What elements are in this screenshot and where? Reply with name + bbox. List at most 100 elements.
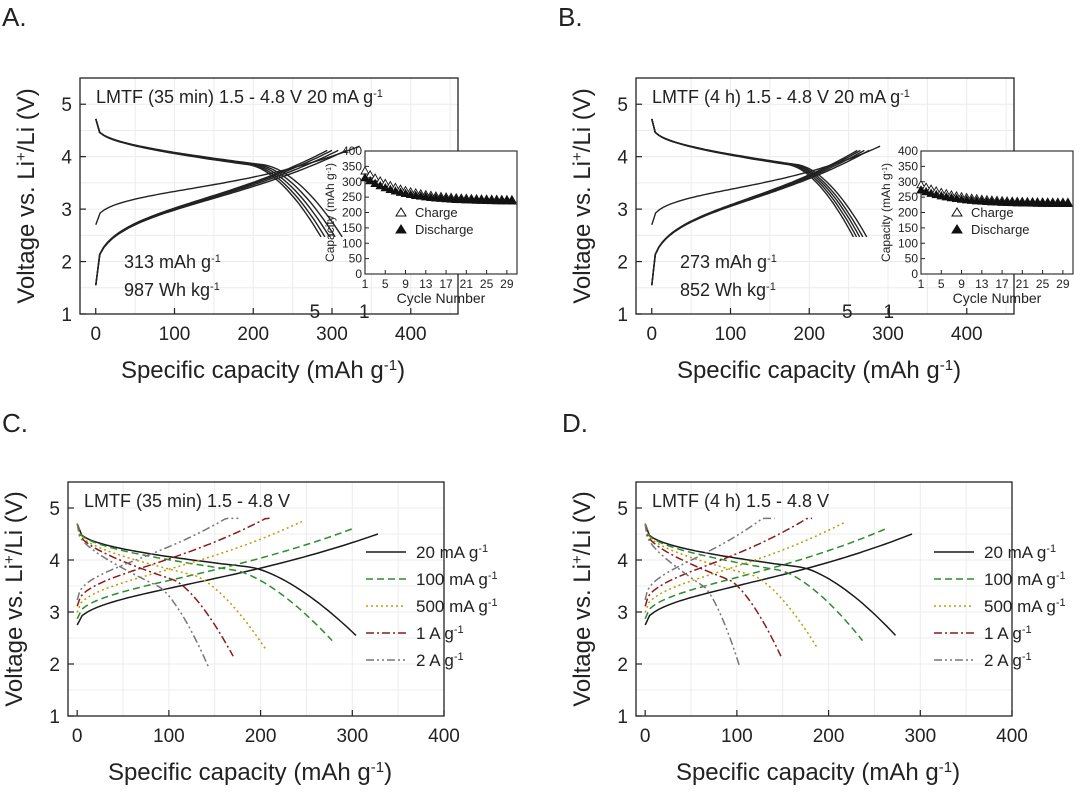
panel-b: B. 0 100 200 300 400 1 2 3 4 5 Specific capacity (m… [558, 2, 1074, 384]
panel-letter: D. [562, 408, 588, 438]
legend-label: 100 mA g-1 [416, 570, 498, 589]
series-0 [644, 523, 913, 636]
discharge-marker [941, 191, 952, 201]
x-tick-label: 0 [90, 324, 101, 345]
inset-y-axis-label-tail: ) [323, 163, 337, 167]
legend-label: 500 mA g-1 [984, 597, 1066, 616]
y-tick-label: 4 [49, 551, 60, 572]
legend-label: 20 mA g-1 [984, 543, 1056, 562]
inset-y-axis-label-sup: -1 [882, 167, 889, 173]
charge-curve [76, 533, 379, 626]
discharge-marker [395, 187, 406, 196]
legend-label-main: 2 A g [416, 651, 454, 670]
y-axis-label-main: Voltage vs. Li [569, 161, 596, 304]
x-tick-label: 300 [336, 726, 368, 747]
discharge-marker [360, 172, 370, 182]
x-tick-label: 400 [395, 324, 427, 345]
y-tick-label: 3 [49, 603, 60, 624]
energy-annotation-sup: -1 [210, 281, 220, 293]
legend-label-main: 500 mA g [984, 597, 1056, 616]
inset-x-tick-label: 5 [382, 277, 389, 291]
discharge-curve [76, 523, 234, 657]
legend-label-main: 1 A g [984, 624, 1022, 643]
plot-title-main: LMTF (35 min) 1.5 - 4.8 V [84, 491, 290, 511]
y-tick-label: 4 [617, 148, 628, 169]
charge-curve [651, 149, 858, 286]
y-tick-label: 1 [61, 305, 72, 326]
inset-y-tick-label: 150 [898, 221, 918, 235]
x-tick-label: 400 [996, 726, 1028, 747]
legend-label-sup: -1 [1056, 570, 1066, 582]
inset-y-tick-label: 200 [898, 206, 918, 220]
y-tick-label: 3 [61, 200, 72, 221]
x-tick-label: 200 [245, 726, 277, 747]
legend-label-sup: -1 [1056, 597, 1066, 609]
x-axis-label-main: Specific capacity (mAh g [121, 357, 384, 384]
y-tick-label: 2 [61, 253, 72, 274]
y-axis-label-sup: + [569, 152, 586, 161]
legend-label: 20 mA g-1 [416, 543, 488, 562]
x-tick-label: 300 [872, 324, 904, 345]
y-axis-label-main: Voltage vs. Li [1, 564, 28, 707]
y-axis-label-tail: /Li (V) [13, 88, 40, 152]
inset-x-axis-label: Cycle Number [397, 290, 486, 306]
x-axis-label-tail: ) [952, 759, 960, 786]
inset-y-tick-label: 0 [355, 267, 362, 281]
plot-title-sup: -1 [900, 88, 910, 100]
capacity-annotation-sup: -1 [211, 253, 221, 265]
discharge-marker [375, 180, 385, 190]
discharge-marker [1063, 198, 1073, 208]
legend-label: 2 A g-1 [416, 651, 464, 670]
inset-x-tick-label: 25 [480, 277, 494, 291]
x-tick-label: 0 [646, 324, 657, 345]
charge-curve [76, 517, 242, 601]
x-tick-label: 200 [793, 324, 825, 345]
y-tick-label: 2 [49, 655, 60, 676]
y-axis-label-main: Voltage vs. Li [13, 161, 40, 304]
x-tick-label: 200 [813, 726, 845, 747]
x-axis-label-tail: ) [397, 357, 405, 384]
legend-label-sup: -1 [488, 570, 498, 582]
y-tick-label: 5 [49, 499, 60, 520]
inset-legend-marker [395, 207, 407, 217]
legend-label-sup: -1 [1022, 624, 1032, 636]
series-3 [76, 517, 272, 657]
discharge-curve [76, 523, 333, 642]
legend-label-sup: -1 [1046, 543, 1056, 555]
legend-label-sup: -1 [488, 597, 498, 609]
legend-label-main: 20 mA g [416, 543, 478, 562]
plot-title: LMTF (35 min) 1.5 - 4.8 V [84, 491, 290, 511]
plot-frame [67, 481, 445, 717]
inset-y-tick-label: 300 [342, 175, 362, 189]
x-tick-label: 100 [153, 726, 185, 747]
x-axis-label: Specific capacity (mAh g-1) [676, 759, 960, 787]
y-tick-label: 5 [61, 95, 72, 116]
inset-legend-marker [951, 224, 963, 234]
x-tick-label: 100 [721, 726, 753, 747]
discharge-curve [76, 523, 357, 636]
y-tick-label: 1 [617, 305, 628, 326]
y-tick-label: 3 [617, 603, 628, 624]
inset-y-tick-label: 50 [905, 252, 919, 266]
legend-label-sup: -1 [454, 624, 464, 636]
discharge-marker [946, 192, 957, 202]
y-tick-label: 2 [617, 655, 628, 676]
plot-title: LMTF (4 h) 1.5 - 4.8 V 20 mA g-1 [652, 87, 910, 107]
inset-x-tick-label: 1 [362, 277, 369, 291]
inset-legend-marker [395, 224, 407, 234]
x-tick-label: 400 [951, 324, 983, 345]
energy-annotation-main: 852 Wh kg [680, 280, 766, 300]
capacity-annotation-main: 313 mAh g [124, 252, 211, 272]
y-axis-label: Voltage vs. Li+/Li (V) [569, 491, 597, 707]
x-axis-label-main: Specific capacity (mAh g [676, 759, 939, 786]
inset-legend-label: Charge [971, 205, 1014, 220]
energy-annotation: 987 Wh kg-1 [124, 280, 220, 300]
discharge-marker [400, 188, 411, 198]
legend-label: 2 A g-1 [984, 651, 1032, 670]
charge-curve [76, 527, 356, 620]
inset-y-tick-label: 300 [898, 175, 918, 189]
legend-label-main: 2 A g [984, 651, 1022, 670]
series-2 [644, 520, 847, 649]
discharge-marker [405, 189, 416, 199]
